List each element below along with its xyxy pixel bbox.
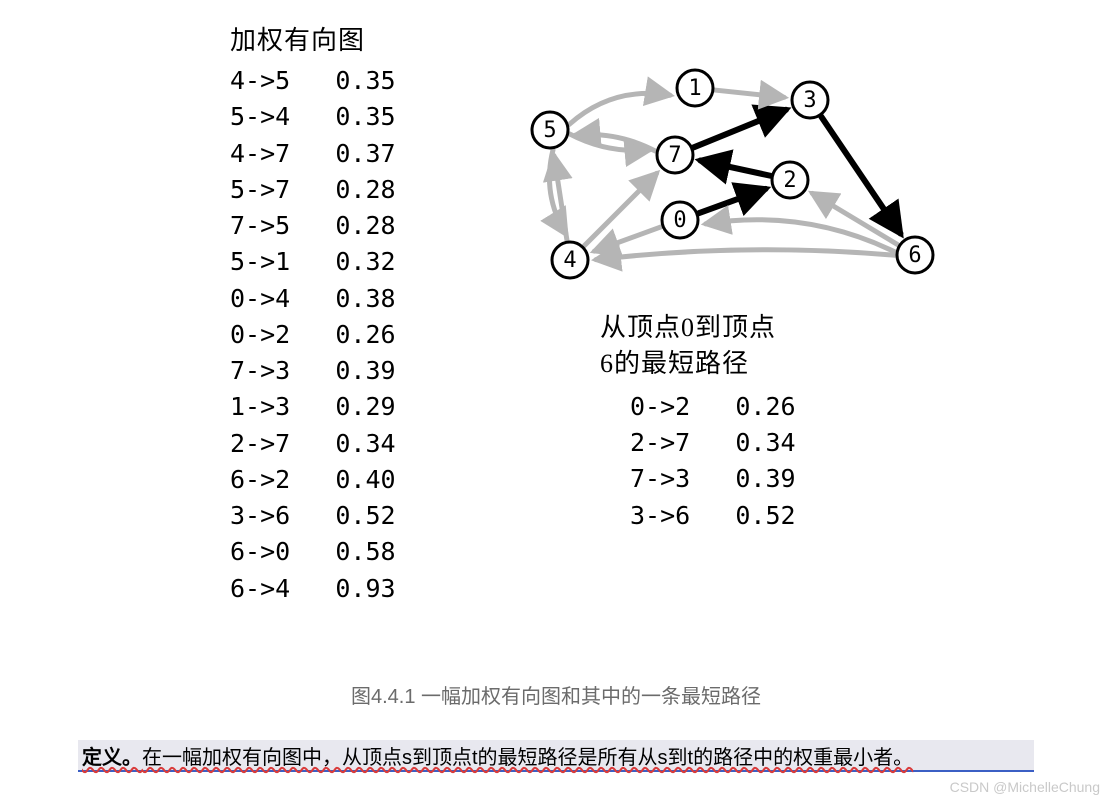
graph-node-label: 3 (803, 88, 816, 113)
graph-diagram: 0 1 2 3 4 5 6 7 (510, 60, 940, 300)
graph-node-label: 1 (688, 76, 701, 101)
definition-bar: 定义。在一幅加权有向图中，从顶点s到顶点t的最短路径是所有从s到t的路径中的权重… (78, 740, 1034, 772)
graph-edge (699, 189, 766, 213)
figure-caption: 图4.4.1 一幅加权有向图和其中的一条最短路径 (0, 680, 1112, 709)
edge-row: 4->5 0.35 (230, 63, 490, 99)
path-title-l2: 6的最短路径 (600, 349, 749, 378)
edge-row: 3->6 0.52 (230, 498, 490, 534)
definition-bold: 定义。 (82, 747, 142, 769)
graph-edge (569, 93, 670, 124)
graph-edge (821, 117, 900, 234)
path-row: 7->3 0.39 (630, 461, 920, 497)
graph-node-label: 7 (668, 143, 681, 168)
edge-row: 6->0 0.58 (230, 534, 490, 570)
edge-row: 4->7 0.37 (230, 136, 490, 172)
definition-rest: 在一幅加权有向图中，从顶点s到顶点t的最短路径是所有从s到t的路径中的权重最小者… (142, 747, 913, 769)
path-row: 0->2 0.26 (630, 389, 920, 425)
path-edge-list: 0->2 0.262->7 0.347->3 0.393->6 0.52 (630, 389, 920, 534)
graph-node-label: 5 (543, 118, 556, 143)
edge-row: 0->2 0.26 (230, 317, 490, 353)
path-title-l1: 从顶点0到顶点 (600, 313, 776, 342)
graph-node-label: 6 (908, 243, 921, 268)
graph-node-label: 4 (563, 248, 576, 273)
edge-row: 7->3 0.39 (230, 353, 490, 389)
edge-list-title: 加权有向图 (230, 20, 490, 57)
graph-edge (596, 250, 895, 260)
figure-content: 加权有向图 4->5 0.355->4 0.354->7 0.375->7 0.… (0, 0, 1112, 40)
path-row: 3->6 0.52 (630, 498, 920, 534)
edge-row: 0->4 0.38 (230, 281, 490, 317)
shortest-path-block: 从顶点0到顶点 6的最短路径 0->2 0.262->7 0.347->3 0.… (600, 310, 920, 534)
edge-row: 7->5 0.28 (230, 208, 490, 244)
edge-row: 5->4 0.35 (230, 99, 490, 135)
path-title: 从顶点0到顶点 6的最短路径 (600, 310, 920, 383)
watermark: CSDN @MichelleChung (950, 779, 1100, 795)
edge-row: 1->3 0.29 (230, 389, 490, 425)
graph-edge (694, 110, 786, 148)
edge-row: 6->2 0.40 (230, 462, 490, 498)
edge-row: 2->7 0.34 (230, 426, 490, 462)
definition-text: 定义。在一幅加权有向图中，从顶点s到顶点t的最短路径是所有从s到t的路径中的权重… (82, 741, 913, 770)
edge-list: 4->5 0.355->4 0.354->7 0.375->7 0.287->5… (230, 63, 490, 607)
graph-edge (715, 90, 784, 97)
edge-row: 6->4 0.93 (230, 571, 490, 607)
edge-list-block: 加权有向图 4->5 0.355->4 0.354->7 0.375->7 0.… (230, 20, 490, 607)
graph-node-label: 0 (673, 208, 686, 233)
edge-row: 5->7 0.28 (230, 172, 490, 208)
graph-edge (594, 227, 661, 251)
graph-edge (700, 161, 770, 176)
graph-node-label: 2 (783, 168, 796, 193)
path-row: 2->7 0.34 (630, 425, 920, 461)
graph-svg: 0 1 2 3 4 5 6 7 (510, 60, 940, 300)
edge-row: 5->1 0.32 (230, 244, 490, 280)
